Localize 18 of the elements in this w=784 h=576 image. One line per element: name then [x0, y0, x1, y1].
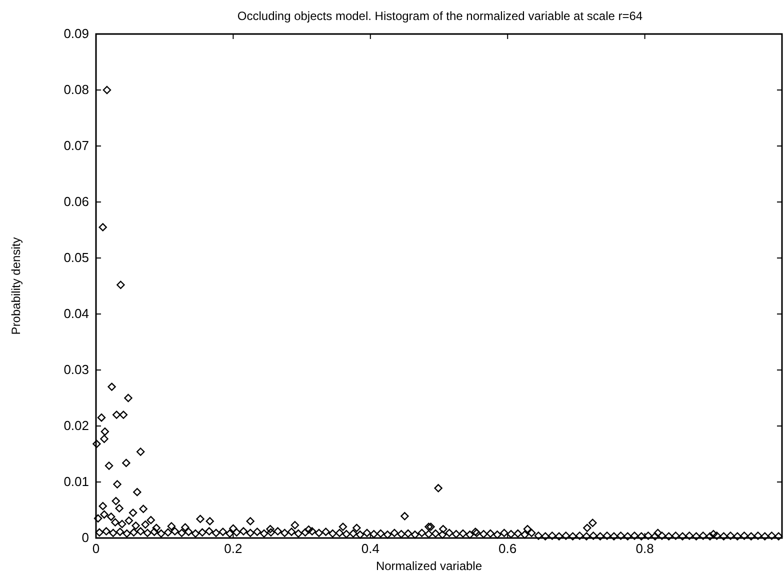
x-tick-label: 0.6 [498, 541, 517, 556]
x-tick-label: 0 [92, 541, 100, 556]
chart-title: Occluding objects model. Histogram of the normalized variable at scale r=64 [237, 9, 643, 23]
y-tick-label: 0.07 [64, 138, 89, 153]
y-tick-label: 0.03 [64, 362, 89, 377]
x-tick-label: 0.4 [361, 541, 380, 556]
y-tick-label: 0 [82, 530, 89, 545]
x-tick-label: 0.2 [224, 541, 242, 556]
y-axis-title: Probability density [9, 237, 23, 335]
x-tick-label: 0.8 [636, 541, 654, 556]
y-tick-label: 0.05 [64, 250, 89, 265]
y-tick-label: 0.02 [64, 418, 89, 433]
y-tick-label: 0.04 [64, 306, 89, 321]
x-axis-title: Normalized variable [376, 559, 482, 573]
y-tick-label: 0.09 [64, 26, 89, 41]
y-tick-label: 0.06 [64, 194, 89, 209]
y-tick-label: 0.01 [64, 474, 89, 489]
y-tick-label: 0.08 [64, 82, 89, 97]
